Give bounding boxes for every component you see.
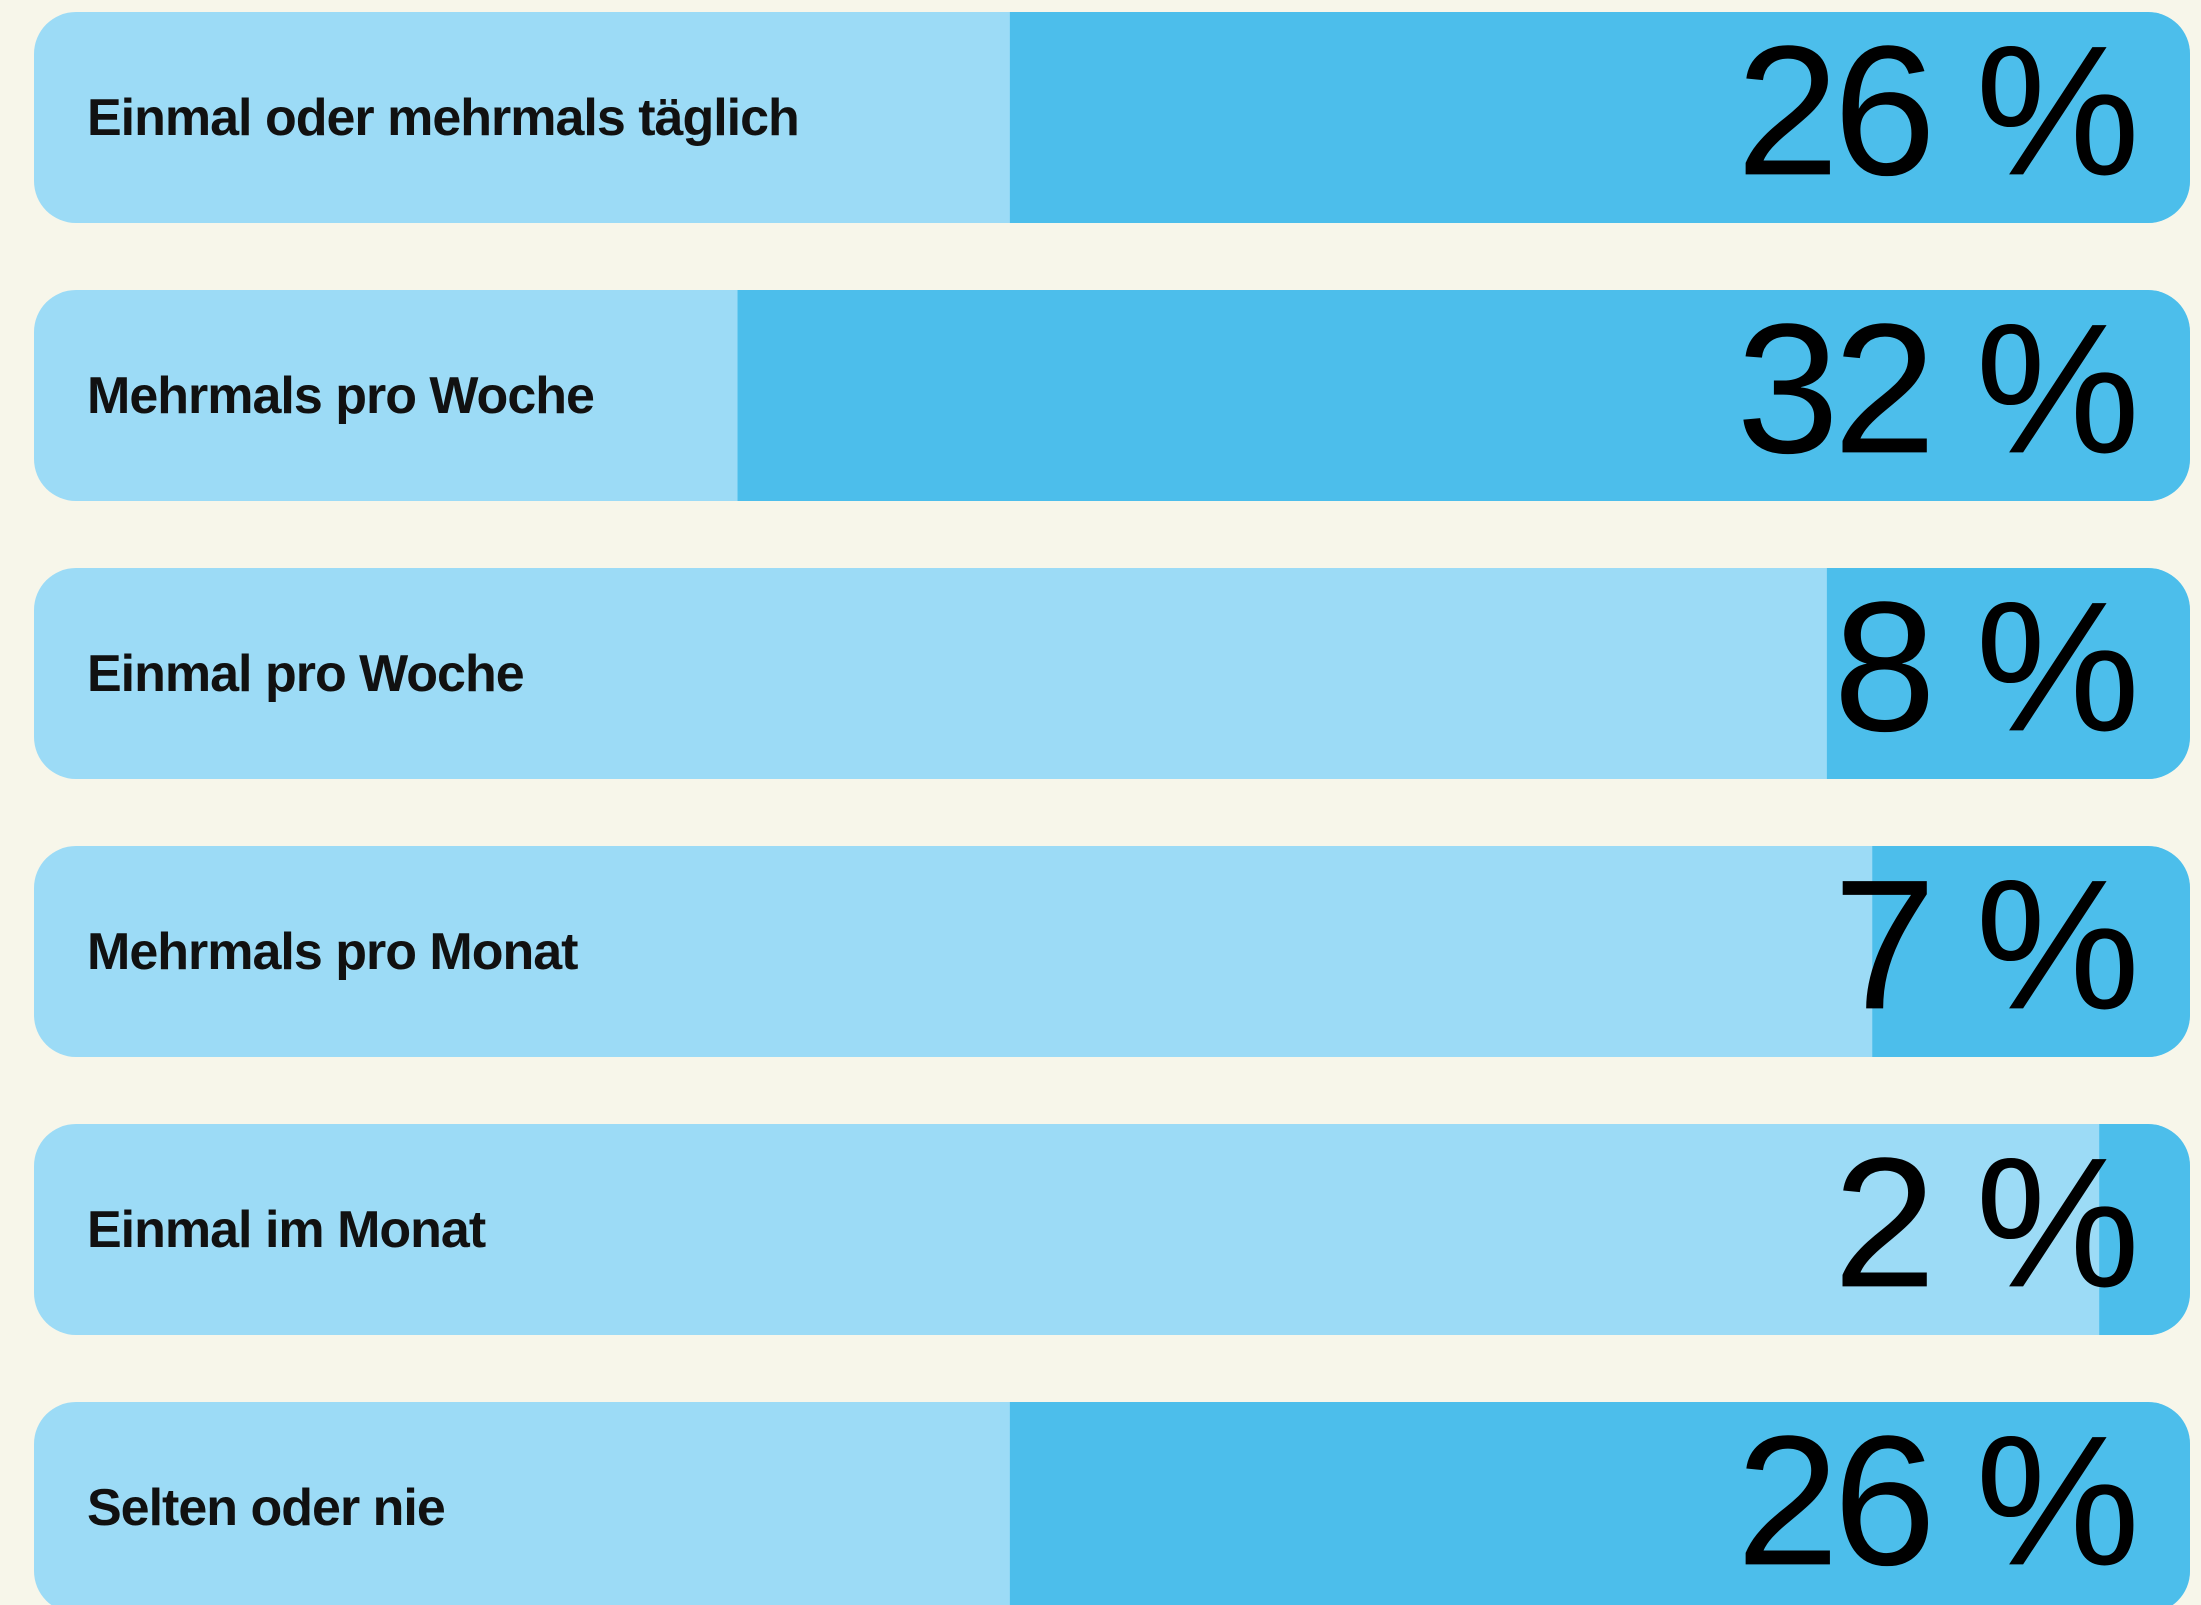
category-label: Einmal im Monat: [87, 1201, 486, 1259]
bar: [737, 290, 2190, 501]
value-label: 7 %: [1833, 842, 2134, 1048]
category-label: Mehrmals pro Woche: [87, 367, 594, 425]
value-label: 8 %: [1833, 564, 2134, 770]
bar-track: [34, 846, 2190, 1057]
category-label: Mehrmals pro Monat: [87, 923, 578, 981]
category-label: Einmal pro Woche: [87, 645, 524, 703]
value-label: 2 %: [1833, 1120, 2134, 1326]
bar: [1872, 846, 2190, 1057]
bar: [1826, 568, 2190, 779]
value-label: 32 %: [1736, 286, 2134, 492]
value-label: 26 %: [1736, 8, 2134, 214]
category-label: Selten oder nie: [87, 1479, 445, 1537]
category-label: Einmal oder mehrmals täglich: [87, 89, 799, 147]
bar-track: [34, 568, 2190, 779]
bar: [1009, 12, 2190, 223]
bar-track: [34, 1124, 2190, 1335]
bar: [1009, 1402, 2190, 1605]
bar: [2099, 1124, 2190, 1335]
value-label: 26 %: [1736, 1398, 2134, 1604]
